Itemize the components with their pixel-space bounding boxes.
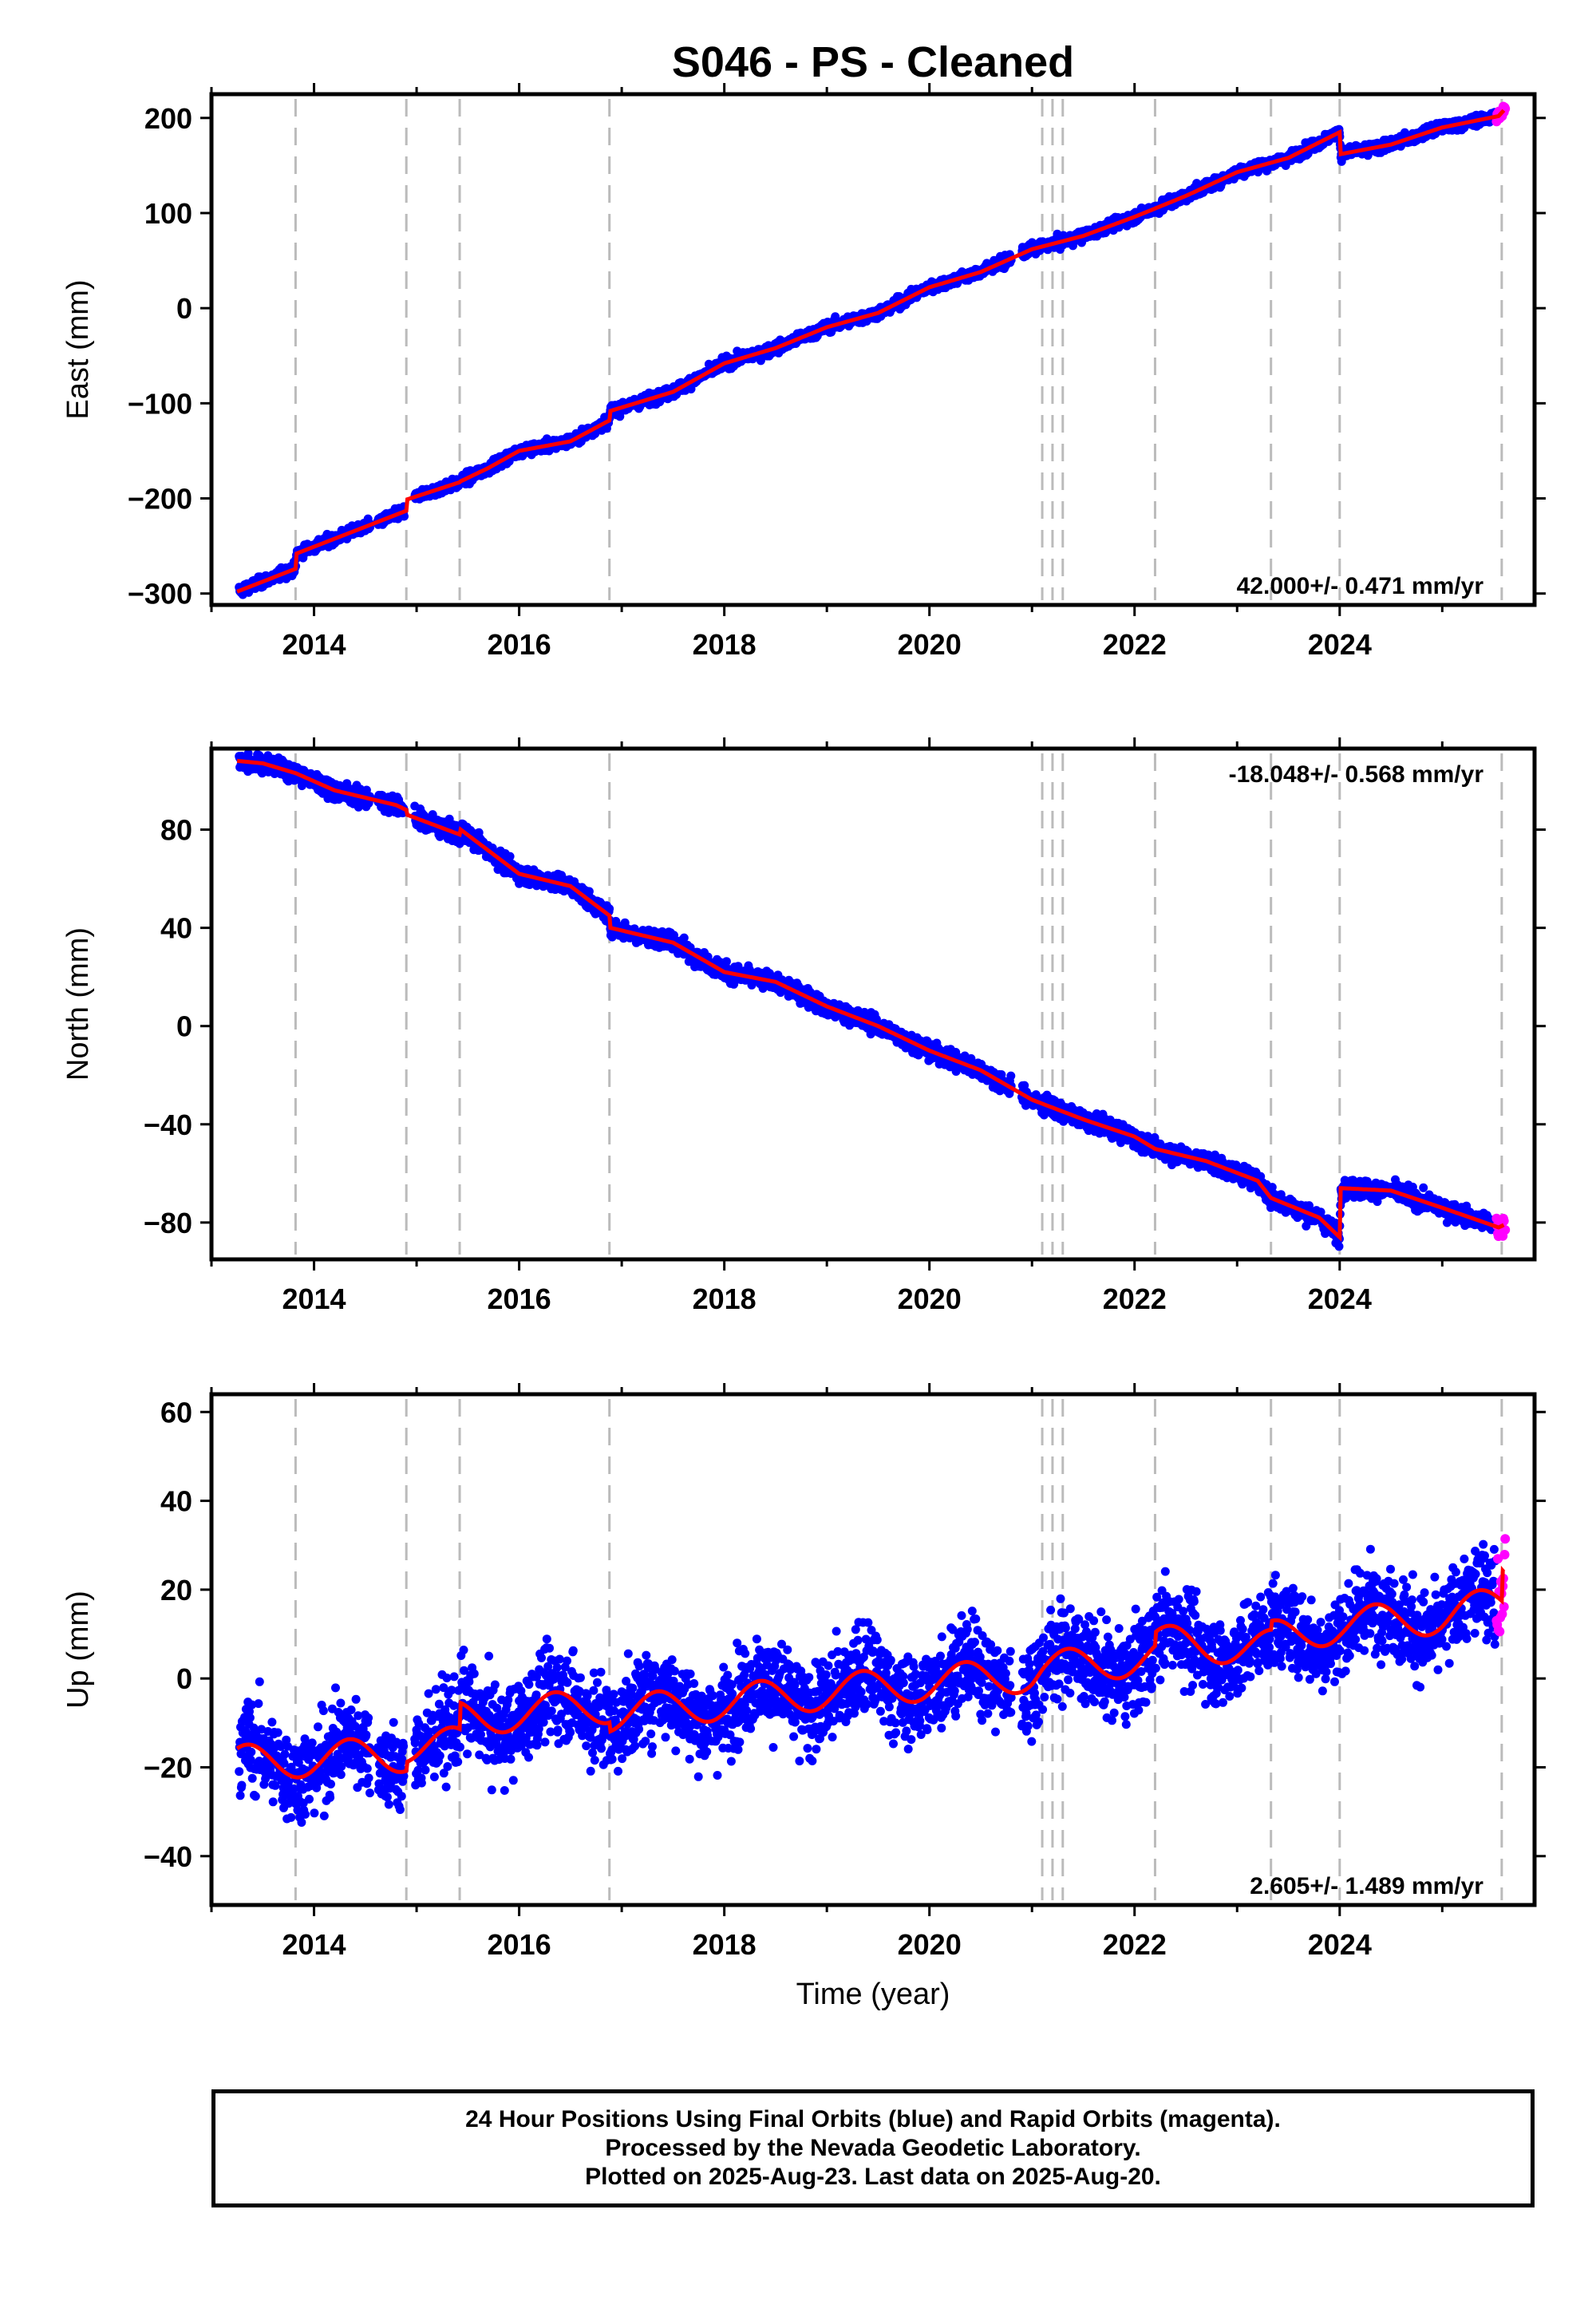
east-panel: 2014 2016 2018 2020 2022 2024 −300 −200 −100 0 100…: [61, 83, 1546, 661]
final-orbit-point: [584, 887, 594, 896]
final-orbit-point: [505, 852, 515, 861]
x-tick-label: 2018: [693, 628, 757, 661]
north-panel: 2014 2016 2018 2020 2022 2024−80−4004080North…: [61, 737, 1546, 1315]
x-tick-label: 2022: [1103, 628, 1167, 661]
x-tick-label: 2024: [1308, 628, 1372, 661]
final-orbit-point: [721, 957, 731, 966]
position-points: [235, 101, 1511, 599]
x-tick-label: 2014: [282, 628, 346, 661]
y-axis-label: East (mm): [61, 279, 95, 419]
plot-frame: [209, 92, 1537, 607]
y-tick-label: −300: [128, 578, 192, 611]
velocity-rate-label: 42.000+/- 0.471 mm/yr: [1237, 573, 1484, 599]
figure-title: S046 - PS - Cleaned: [672, 38, 1074, 86]
position-points: [235, 749, 1511, 1251]
event-lines: [294, 753, 1503, 1255]
y-tick-label: 200: [144, 102, 192, 135]
y-tick-label: 100: [144, 197, 192, 230]
event-lines: [294, 99, 1503, 600]
y-tick-label: 0: [176, 292, 192, 325]
x-tick-label: 2016: [488, 628, 551, 661]
y-tick-label: −200: [128, 483, 192, 516]
y-tick-label: −100: [128, 387, 192, 420]
model-fit-line: [236, 109, 1506, 594]
x-tick-label: 2020: [898, 628, 962, 661]
